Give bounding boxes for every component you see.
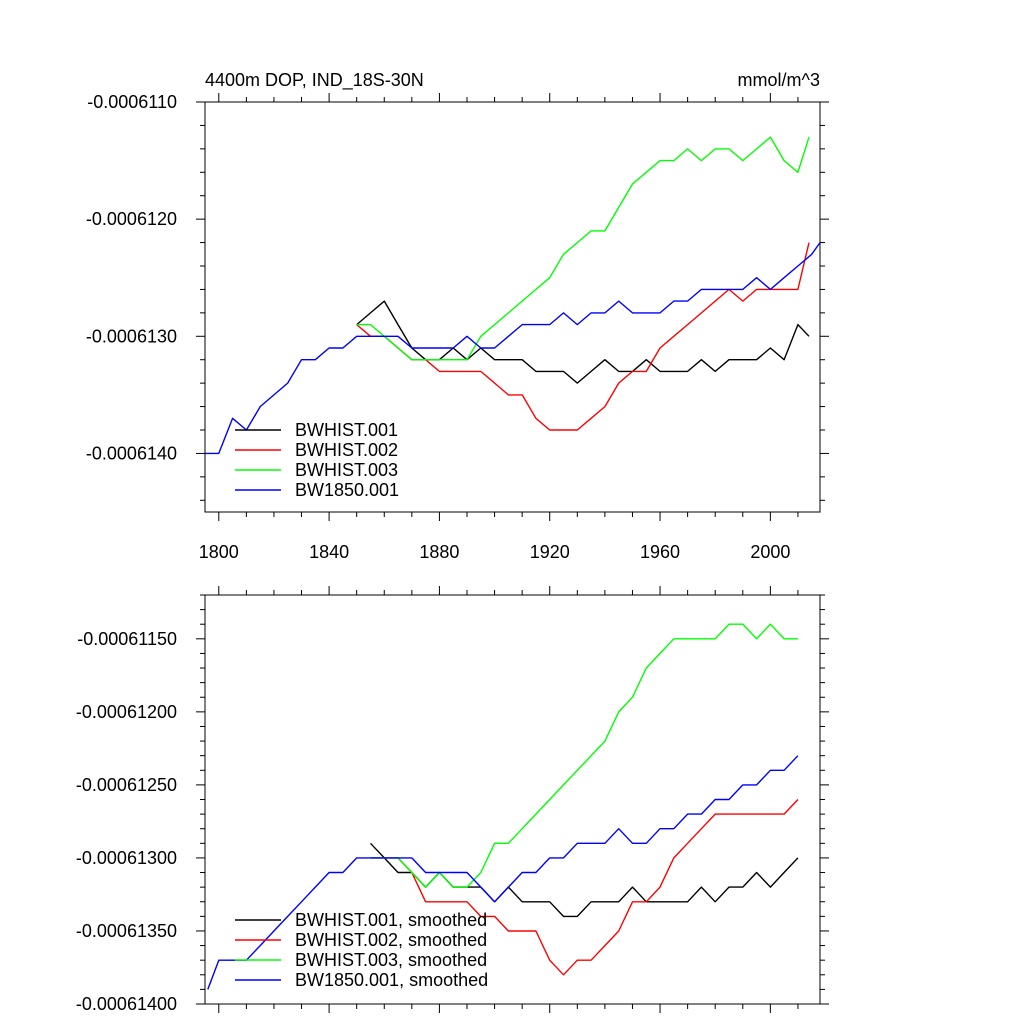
series-line xyxy=(207,755,799,990)
y-tick-label: -0.00061400 xyxy=(76,994,177,1014)
y-tick-label: -0.0006140 xyxy=(86,443,177,463)
legend-label: BW1850.001 xyxy=(295,480,399,500)
y-tick-label: -0.00061300 xyxy=(76,848,177,868)
y-tick-label: -0.00061250 xyxy=(76,775,177,795)
legend-label: BWHIST.001 xyxy=(295,420,398,440)
x-tick-label: 1840 xyxy=(309,542,349,562)
series-line xyxy=(356,242,810,431)
series-line xyxy=(356,300,810,384)
chart-title: 4400m DOP, IND_18S-30N xyxy=(205,70,424,91)
y-tick-label: -0.0006110 xyxy=(87,92,177,112)
series-line xyxy=(370,799,799,976)
series-line xyxy=(205,242,821,455)
plot-frame xyxy=(204,101,821,513)
y-tick-label: -0.0006120 xyxy=(86,209,177,229)
bottom-panel: -0.00061150 -0.00061200 -0.00061250 -0.0006… xyxy=(76,586,829,1014)
legend-label: BW1850.001, smoothed xyxy=(295,970,488,990)
series-line xyxy=(356,136,810,361)
top-panel: 4400m DOP, IND_18S-30N mmol/m^3 1800 1840… xyxy=(86,70,829,562)
x-tick-label: 1800 xyxy=(199,542,239,562)
y-tick-label: -0.00061150 xyxy=(77,629,177,649)
y-tick-label: -0.0006130 xyxy=(86,326,177,346)
legend-label: BWHIST.003, smoothed xyxy=(295,950,487,970)
x-tick-label: 1960 xyxy=(640,542,680,562)
series-line xyxy=(369,842,799,918)
legend-label: BWHIST.001, smoothed xyxy=(295,910,487,930)
series-line xyxy=(370,623,798,888)
legend-label: BWHIST.002 xyxy=(295,440,398,460)
y-tick-label: -0.00061200 xyxy=(76,702,177,722)
legend-label: BWHIST.002, smoothed xyxy=(295,930,487,950)
y-tick-label: -0.00061350 xyxy=(76,921,177,941)
legend-label: BWHIST.003 xyxy=(295,460,398,480)
units-label: mmol/m^3 xyxy=(738,70,820,90)
bottom-plot-area: -0.00061150 -0.00061200 -0.00061250 -0.0006… xyxy=(76,586,829,1014)
x-tick-label: 1920 xyxy=(530,542,570,562)
x-tick-label: 1880 xyxy=(419,542,459,562)
top-plot-area: 1800 1840 1880 1920 1960 2000 -0.0006110 -0.000… xyxy=(86,92,829,562)
x-tick-label: 2000 xyxy=(750,542,790,562)
